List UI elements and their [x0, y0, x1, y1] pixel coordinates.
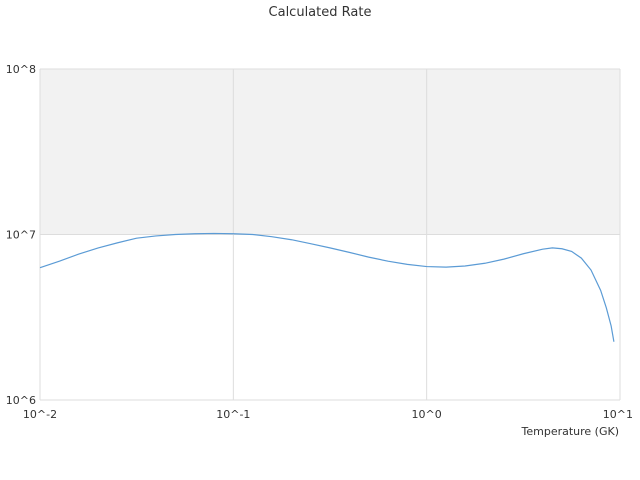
grid-lines — [39, 68, 621, 401]
shaded-band — [40, 69, 620, 235]
x-tick-label: 10^-2 — [23, 408, 57, 421]
x-tick-label: 10^1 — [603, 408, 633, 421]
x-tick-label: 10^-1 — [216, 408, 250, 421]
series-line — [39, 232, 615, 342]
series-layer — [39, 232, 615, 342]
chart-title: Calculated Rate — [269, 5, 372, 20]
y-tick-label: 10^7 — [6, 229, 36, 242]
y-tick-labels: 10^6 10^7 10^8 — [6, 63, 36, 407]
x-axis-title: Temperature (GK) — [521, 425, 620, 438]
x-tick-labels: 10^-2 10^-1 10^0 10^1 — [23, 408, 633, 421]
x-tick-label: 10^0 — [412, 408, 442, 421]
y-tick-label: 10^8 — [6, 63, 36, 76]
y-tick-label: 10^6 — [6, 394, 36, 407]
